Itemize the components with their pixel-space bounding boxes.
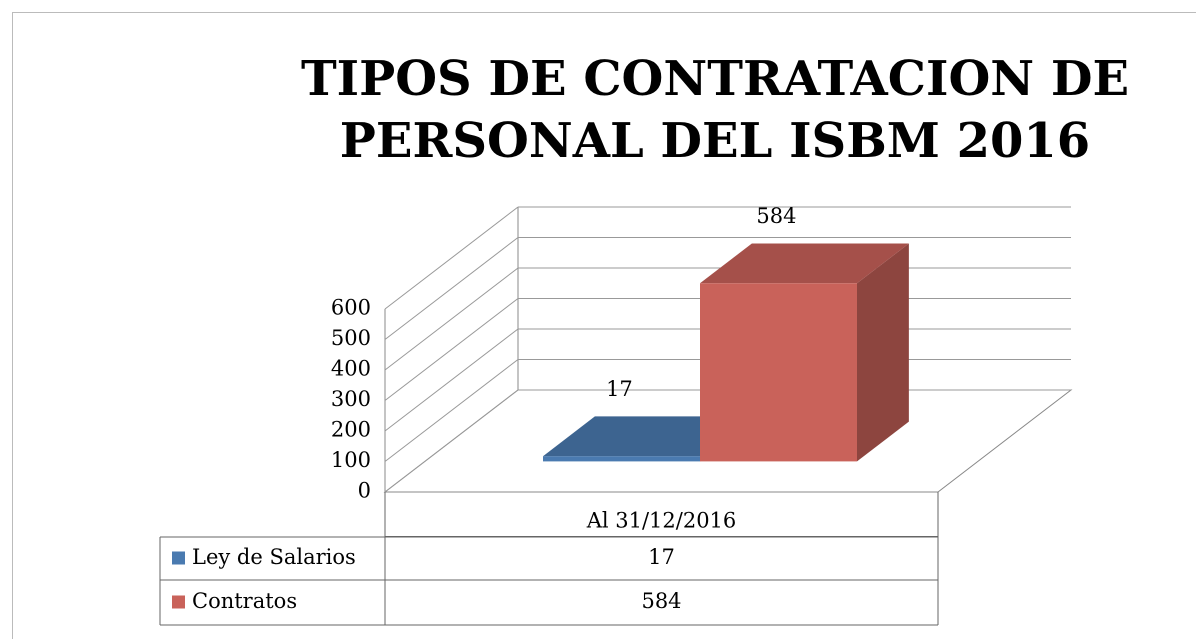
table-value: 584 (641, 589, 681, 613)
side-grid-line (384, 267, 519, 371)
y-tick-label: 300 (331, 387, 371, 411)
bar-front (543, 456, 700, 462)
bar-side (857, 243, 909, 462)
legend-label: Contratos (192, 589, 297, 613)
data-label: 584 (756, 204, 796, 228)
y-tick-label: 100 (331, 448, 371, 472)
legend-swatch (172, 595, 185, 609)
chart-title: TIPOS DE CONTRATACION DE PERSONAL DEL IS… (300, 51, 1130, 169)
side-grid-line (384, 389, 519, 493)
side-grid-line (384, 237, 519, 340)
y-tick-label: 600 (331, 296, 371, 320)
y-tick-label: 400 (331, 357, 371, 381)
x-tick-label: Al 31/12/2016 (586, 509, 737, 533)
bar-top (543, 416, 752, 457)
side-grid-line (384, 328, 519, 432)
bar-top (700, 243, 909, 284)
data-label: 17 (606, 377, 633, 401)
y-tick-label: 0 (358, 479, 371, 503)
bar-front (700, 283, 857, 462)
y-tick-label: 500 (331, 326, 371, 350)
y-tick-label: 200 (331, 418, 371, 442)
table-value: 17 (648, 545, 675, 569)
frame (12, 12, 1196, 639)
side-grid-line (384, 206, 519, 310)
side-grid-line (384, 298, 519, 401)
legend-swatch (172, 551, 185, 565)
legend-label: Ley de Salarios (192, 545, 356, 569)
side-grid-line (384, 359, 519, 462)
